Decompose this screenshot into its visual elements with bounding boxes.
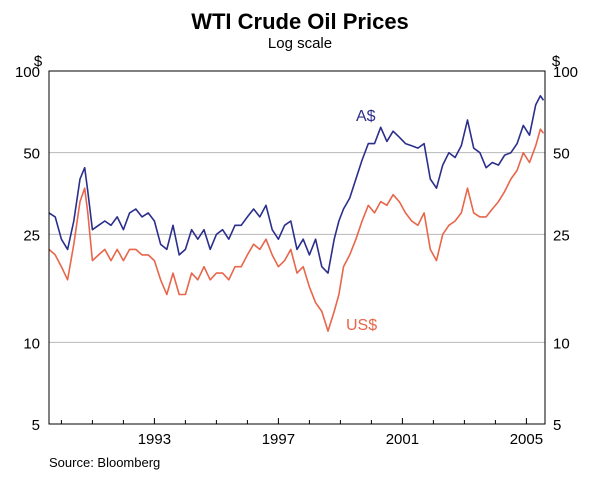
x-tick-label: 1993: [138, 431, 171, 448]
gridlines: [49, 70, 545, 343]
x-tick-label: 2001: [386, 431, 419, 448]
series-label-aud: A$: [356, 108, 376, 125]
y-tick-label-left: 100: [15, 64, 40, 81]
y-tick-label-right: 25: [553, 227, 570, 244]
x-tick-label: 2005: [510, 431, 543, 448]
y-tick-label-left: 5: [32, 417, 40, 434]
y-tick-label-left: 25: [23, 227, 40, 244]
y-unit-right: $: [552, 53, 561, 70]
series-line-aud: [48, 95, 545, 274]
source-note: Source: Bloomberg: [49, 455, 160, 470]
y-tick-label-right: 5: [553, 417, 561, 434]
x-tick-label: 1997: [262, 431, 295, 448]
chart-title: WTI Crude Oil Prices: [191, 9, 409, 34]
chart-subtitle: Log scale: [268, 35, 332, 52]
y-tick-label-right: 50: [553, 146, 570, 163]
plot-frame: [48, 70, 546, 425]
y-tick-label-right: 10: [553, 335, 570, 352]
series-label-usd: US$: [346, 317, 377, 334]
y-tick-label-left: 10: [23, 335, 40, 352]
y-unit-left: $: [34, 53, 43, 70]
series-lines: [48, 95, 545, 332]
x-axis: 1993 1997 2001 2005: [60, 418, 543, 448]
y-tick-label-right: 100: [553, 64, 578, 81]
y-axis: 5 5 10 10 25 25 50 50 100 100: [15, 64, 578, 434]
series-line-usd: [48, 128, 545, 332]
y-tick-label-left: 50: [23, 146, 40, 163]
